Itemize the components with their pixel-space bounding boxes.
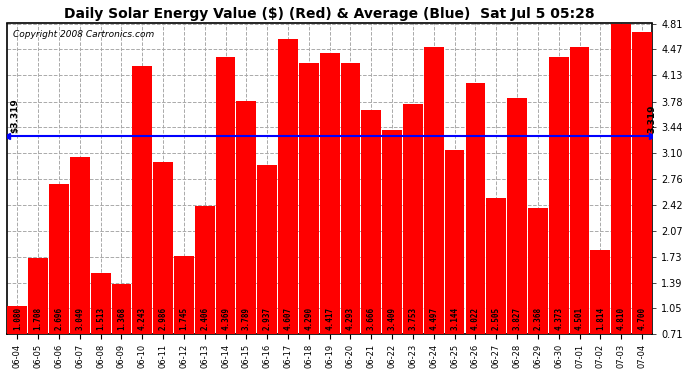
Text: 4.373: 4.373 — [554, 307, 563, 330]
Text: 4.369: 4.369 — [221, 307, 230, 330]
Bar — [445, 150, 464, 375]
Bar — [174, 256, 194, 375]
Text: 2.368: 2.368 — [533, 307, 542, 330]
Bar — [278, 39, 298, 375]
Bar — [112, 284, 131, 375]
Bar — [341, 63, 360, 375]
Bar — [466, 83, 485, 375]
Text: 3.753: 3.753 — [408, 307, 417, 330]
Bar — [8, 306, 27, 375]
Text: 2.406: 2.406 — [200, 307, 209, 330]
Text: 4.497: 4.497 — [429, 307, 438, 330]
Bar — [132, 66, 152, 375]
Bar — [591, 251, 610, 375]
Bar — [70, 157, 90, 375]
Bar — [299, 63, 319, 375]
Bar — [257, 165, 277, 375]
Text: 3.144: 3.144 — [450, 307, 459, 330]
Text: 4.810: 4.810 — [617, 307, 626, 330]
Bar — [91, 273, 110, 375]
Bar — [362, 110, 381, 375]
Text: 4.290: 4.290 — [304, 307, 313, 330]
Text: 4.293: 4.293 — [346, 307, 355, 330]
Title: Daily Solar Energy Value ($) (Red) & Average (Blue)  Sat Jul 5 05:28: Daily Solar Energy Value ($) (Red) & Ave… — [64, 7, 595, 21]
Text: 1.080: 1.080 — [13, 307, 22, 330]
Text: 2.937: 2.937 — [263, 307, 272, 330]
Text: $3.319: $3.319 — [10, 98, 19, 133]
Text: 2.696: 2.696 — [55, 307, 63, 330]
Text: 3.789: 3.789 — [242, 307, 251, 330]
Text: 1.708: 1.708 — [34, 307, 43, 330]
Text: 1.513: 1.513 — [96, 307, 105, 330]
Bar — [424, 47, 444, 375]
Text: 4.243: 4.243 — [138, 307, 147, 330]
Bar — [382, 130, 402, 375]
Text: 1.814: 1.814 — [596, 307, 605, 330]
Text: 3.827: 3.827 — [513, 307, 522, 330]
Text: 1.368: 1.368 — [117, 307, 126, 330]
Bar — [549, 57, 569, 375]
Text: 2.986: 2.986 — [159, 307, 168, 330]
Bar — [528, 209, 548, 375]
Bar — [319, 53, 339, 375]
Text: 1.745: 1.745 — [179, 307, 188, 330]
Bar — [403, 104, 423, 375]
Bar — [195, 206, 215, 375]
Bar — [632, 32, 652, 375]
Text: 4.607: 4.607 — [284, 307, 293, 330]
Bar — [49, 184, 69, 375]
Bar — [237, 101, 256, 375]
Bar — [28, 258, 48, 375]
Bar — [507, 98, 527, 375]
Text: 4.022: 4.022 — [471, 307, 480, 330]
Text: Copyright 2008 Cartronics.com: Copyright 2008 Cartronics.com — [13, 30, 155, 39]
Bar — [216, 57, 235, 375]
Text: 3.666: 3.666 — [367, 307, 376, 330]
Text: 4.700: 4.700 — [638, 307, 647, 330]
Text: 4.417: 4.417 — [325, 307, 334, 330]
Bar — [570, 47, 589, 375]
Text: 3.049: 3.049 — [75, 307, 84, 330]
Text: 3.319: 3.319 — [647, 104, 656, 133]
Bar — [486, 198, 506, 375]
Bar — [611, 24, 631, 375]
Bar — [153, 162, 173, 375]
Text: 3.409: 3.409 — [388, 307, 397, 330]
Text: 4.501: 4.501 — [575, 307, 584, 330]
Text: 2.505: 2.505 — [492, 307, 501, 330]
